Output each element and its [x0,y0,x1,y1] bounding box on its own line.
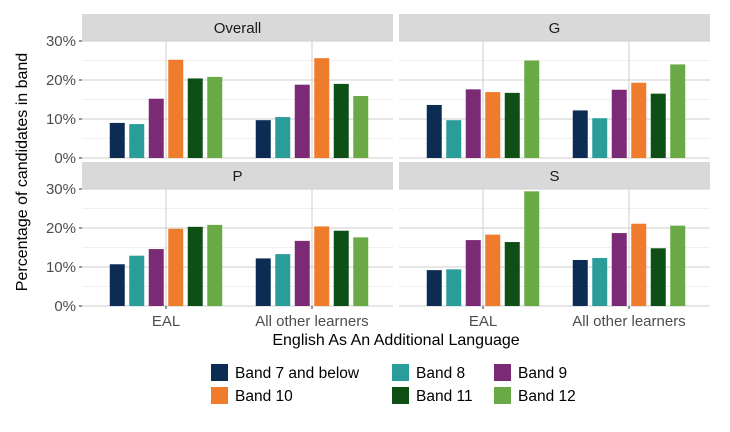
bar-band-12: Overall / EAL / Band 12: 20.8% [207,76,223,158]
bar-band-7-and-below: S / All other learners / Band 7 and belo… [572,259,588,306]
bar-band-9: G / All other learners / Band 9: 17.5% [611,89,627,158]
panel-strip [82,162,393,189]
bar-band-12: S / EAL / Band 12: 29.4% [524,191,540,306]
panel-g: GG / EAL / Band 7 and below: 13.6%G / EA… [399,14,710,159]
bar-band-7-and-below: Overall / All other learners / Band 7 an… [255,120,271,158]
panel-title: Overall [214,20,262,37]
bar-band-10: G / EAL / Band 10: 16.9% [485,92,501,158]
panel-s: SS / EAL / Band 7 and below: 9.2%S / EAL… [399,162,710,307]
bar-band-12: G / All other learners / Band 12: 24% [670,64,686,158]
legend-swatch [494,387,511,404]
y-tick-label: 20% [46,72,76,89]
bar-band-11: Overall / All other learners / Band 11: … [333,83,349,158]
bar-band-10: S / EAL / Band 10: 18.3% [485,234,501,306]
legend-label: Band 8 [416,365,465,382]
y-axis-tick-labels: 0% 10% 20% 30% 0% 10% 20% 30% [46,33,82,315]
bar-band-11: P / EAL / Band 11: 20.3% [187,226,203,306]
bar-band-7-and-below: P / All other learners / Band 7 and belo… [255,258,271,306]
bar-band-10: P / EAL / Band 10: 19.8% [168,228,184,306]
bar-band-11: G / EAL / Band 11: 16.7% [504,92,520,158]
legend-item: Band 10 [211,387,293,405]
legend-swatch [494,364,511,381]
bar-band-8: P / All other learners / Band 8: 13.3% [275,254,291,306]
bar-band-8: S / All other learners / Band 8: 12.3% [592,258,608,306]
x-tick-label: All other learners [255,313,368,330]
x-axis-tick-labels: EAL All other learners EAL All other learne… [152,306,686,330]
y-tick-label: 10% [46,111,76,128]
bar-band-8: G / EAL / Band 8: 9.7% [446,120,462,158]
panel-title: G [549,20,561,37]
x-tick-label: EAL [469,313,497,330]
bar-band-11: S / EAL / Band 11: 16.4% [504,242,520,306]
bar-band-12: P / All other learners / Band 12: 17.6% [353,237,369,306]
bar-band-8: Overall / All other learners / Band 8: 1… [275,117,291,158]
bar-band-7-and-below: G / EAL / Band 7 and below: 13.6% [426,104,442,158]
x-tick-label: EAL [152,313,180,330]
bar-band-9: G / EAL / Band 9: 17.6% [465,89,481,158]
bar-band-8: G / All other learners / Band 8: 10.2% [592,118,608,158]
panel-p: PP / EAL / Band 7 and below: 10.7%P / EA… [82,162,393,307]
legend-label: Band 11 [416,388,473,405]
panel-overall: Overall Overall / EAL / Band 7 and below:… [82,14,393,159]
legend-item: Band 9 [494,364,567,382]
legend-swatch [211,364,228,381]
bar-band-12: S / All other learners / Band 12: 20.6% [670,225,686,306]
y-tick-label: 10% [46,259,76,276]
bar-band-10: S / All other learners / Band 10: 21.1% [631,223,647,306]
legend-item: Band 11 [392,387,473,405]
bar-band-11: S / All other learners / Band 11: 14.8% [650,248,666,306]
panel-strip [399,162,710,189]
panel-strip [82,14,393,41]
legend-swatch [392,387,409,404]
y-tick-label: 30% [46,33,76,50]
legend-swatch [211,387,228,404]
y-tick-label: 0% [54,150,76,167]
bar-band-7-and-below: P / EAL / Band 7 and below: 10.7% [109,264,125,306]
bar-band-8: P / EAL / Band 8: 12.9% [129,255,145,306]
legend-label: Band 10 [235,388,293,405]
legend: Band 7 and below Band 8 Band 9 Band 10 Band … [211,364,576,405]
bar-band-9: S / EAL / Band 9: 16.9% [465,240,481,306]
bar-band-7-and-below: S / EAL / Band 7 and below: 9.2% [426,270,442,306]
bar-band-10: Overall / All other learners / Band 10: … [314,58,330,158]
x-axis-title: English As An Additional Language [272,332,519,349]
chart-panels: Overall Overall / EAL / Band 7 and below:… [82,14,710,307]
legend-swatch [392,364,409,381]
bar-band-11: Overall / EAL / Band 11: 20.4% [187,78,203,158]
bar-band-9: P / EAL / Band 9: 14.6% [148,249,164,306]
bar-band-10: G / All other learners / Band 10: 19.3% [631,82,647,158]
panel-strip [399,14,710,41]
legend-label: Band 7 and below [235,365,360,382]
legend-item: Band 8 [392,364,465,382]
bar-band-11: G / All other learners / Band 11: 16.5% [650,93,666,158]
bar-band-9: Overall / All other learners / Band 9: 1… [294,84,310,158]
bar-band-9: S / All other learners / Band 9: 18.7% [611,233,627,306]
bar-band-7-and-below: Overall / EAL / Band 7 and below: 9% [109,122,125,158]
bar-band-12: Overall / All other learners / Band 12: … [353,95,369,158]
legend-label: Band 12 [518,388,576,405]
legend-label: Band 9 [518,365,567,382]
bar-band-9: P / All other learners / Band 9: 16.7% [294,240,310,306]
y-tick-label: 20% [46,220,76,237]
bar-band-12: G / EAL / Band 12: 25% [524,60,540,158]
legend-item: Band 7 and below [211,364,360,382]
x-tick-label: All other learners [572,313,685,330]
y-axis-title: Percentage of candidates in band [14,53,31,291]
bar-band-8: Overall / EAL / Band 8: 8.7% [129,124,145,158]
bar-band-8: S / EAL / Band 8: 9.4% [446,269,462,306]
y-tick-label: 0% [54,298,76,315]
bar-band-11: P / All other learners / Band 11: 19.3% [333,230,349,306]
panel-title: P [232,168,242,185]
bar-band-12: P / EAL / Band 12: 20.8% [207,224,223,306]
legend-item: Band 12 [494,387,576,405]
panel-title: S [549,168,559,185]
bar-band-10: Overall / EAL / Band 10: 25.2% [168,59,184,158]
bar-band-10: P / All other learners / Band 10: 20.4% [314,226,330,306]
bar-band-7-and-below: G / All other learners / Band 7 and belo… [572,110,588,158]
bar-band-9: Overall / EAL / Band 9: 15.2% [148,98,164,158]
y-tick-label: 30% [46,181,76,198]
